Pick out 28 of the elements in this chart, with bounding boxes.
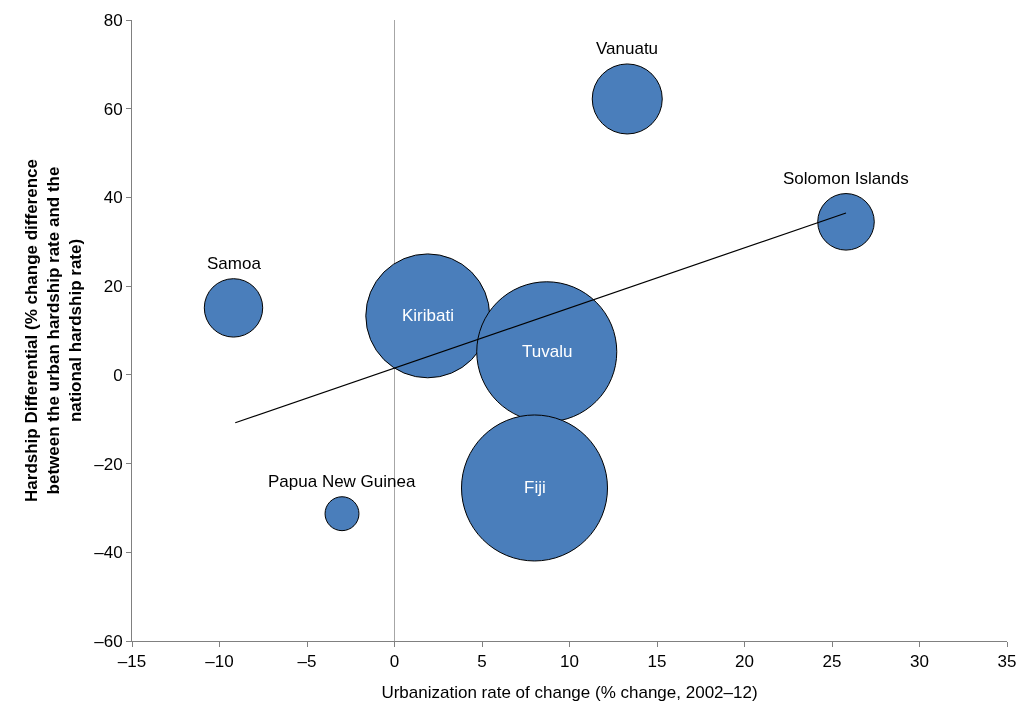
x-tick-label: –10 [205, 652, 234, 672]
annotation: Samoa [207, 254, 262, 273]
annotation: Tuvalu [522, 342, 573, 361]
x-tick-label: –15 [117, 652, 147, 672]
y-tick-label: 80 [103, 10, 123, 30]
x-tick-label: 25 [822, 652, 842, 672]
x-tick-label: 5 [477, 652, 487, 672]
y-tick-label: 40 [103, 188, 123, 208]
y-tick-label: –40 [94, 543, 123, 563]
y-axis-title: Hardship Differential (% change difference between the urban hardship rate and the national hardship rate) [21, 159, 85, 502]
y-tick-label: 0 [113, 365, 123, 385]
x-tick-label: 0 [389, 652, 400, 672]
x-tick-label: 15 [647, 652, 667, 672]
x-tick-label: 20 [735, 652, 754, 672]
annotation: Kiribati [402, 306, 454, 325]
annotation: Vanuatu [596, 39, 659, 58]
annotation: Fiji [524, 478, 546, 497]
y-tick-label: –60 [94, 631, 123, 651]
y-tick-label: 20 [103, 277, 123, 297]
x-tick-label: 10 [560, 652, 579, 672]
x-axis-title: Urbanization rate of change (% change, 2002–12) [381, 682, 758, 702]
annotation: Papua New Guinea [268, 472, 416, 491]
x-tick-label: 35 [997, 652, 1017, 672]
y-tick-label: –20 [94, 454, 123, 474]
annotation: Solomon Islands [783, 169, 909, 188]
x-tick-label: 30 [910, 652, 929, 672]
x-tick-label: –5 [297, 652, 317, 672]
y-tick-label: 60 [103, 99, 123, 119]
